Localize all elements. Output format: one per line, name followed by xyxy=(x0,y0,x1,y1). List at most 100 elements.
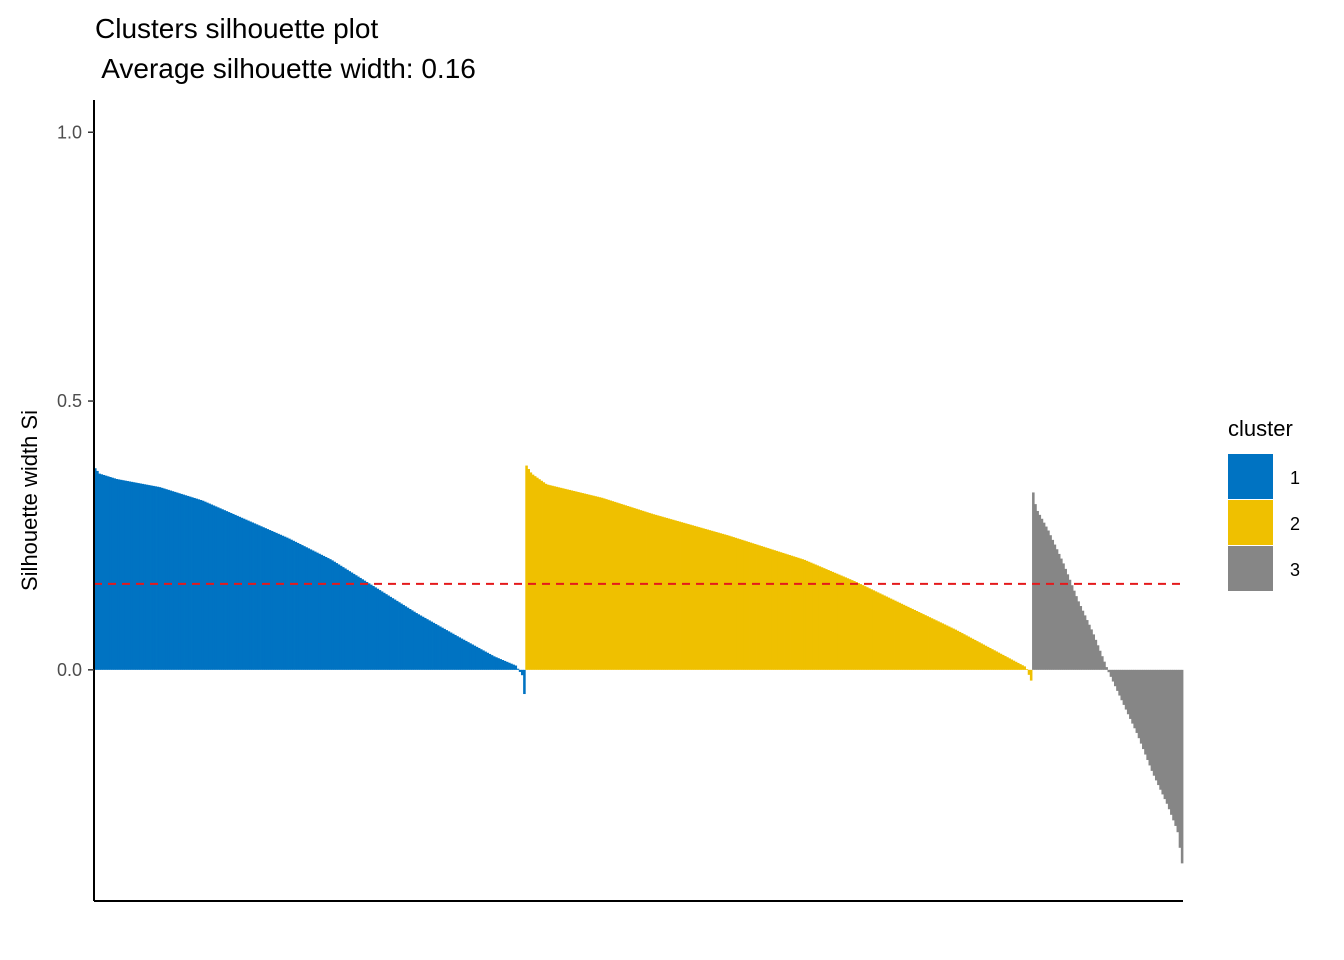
silhouette-bar-cluster-1 xyxy=(428,620,431,670)
silhouette-bar-cluster-2 xyxy=(827,570,830,670)
silhouette-bar-cluster-2 xyxy=(939,622,942,670)
silhouette-bar-cluster-2 xyxy=(570,490,574,670)
silhouette-bar-cluster-3 xyxy=(1044,526,1048,670)
silhouette-bar-cluster-3 xyxy=(1079,606,1083,670)
silhouette-bar-cluster-1 xyxy=(413,611,416,670)
silhouette-bar-cluster-3 xyxy=(1066,574,1070,670)
silhouette-bar-cluster-1 xyxy=(460,638,464,670)
silhouette-bar-cluster-1 xyxy=(104,475,108,670)
silhouette-bar-cluster-1 xyxy=(510,663,513,670)
silhouette-bar-cluster-2 xyxy=(984,645,988,670)
silhouette-bar-cluster-2 xyxy=(553,486,556,670)
silhouette-bar-cluster-1 xyxy=(221,509,224,670)
silhouette-bar-cluster-2 xyxy=(837,574,841,670)
silhouette-bar-cluster-2 xyxy=(693,525,697,670)
silhouette-bar-cluster-2 xyxy=(727,535,731,670)
silhouette-bar-cluster-2 xyxy=(840,575,843,670)
silhouette-bar-cluster-2 xyxy=(628,506,632,670)
silhouette-bar-cluster-2 xyxy=(695,526,699,670)
silhouette-bar-cluster-2 xyxy=(975,641,979,670)
silhouette-bar-cluster-2 xyxy=(639,510,643,670)
silhouette-bar-cluster-1 xyxy=(255,524,259,670)
silhouette-bar-cluster-1 xyxy=(367,583,371,670)
silhouette-bar-cluster-1 xyxy=(387,595,390,670)
silhouette-bar-cluster-2 xyxy=(932,619,936,670)
silhouette-bar-cluster-2 xyxy=(922,614,925,670)
silhouette-bar-cluster-1 xyxy=(122,480,125,670)
silhouette-bar-cluster-1 xyxy=(486,652,490,670)
silhouette-bar-cluster-1 xyxy=(432,622,436,670)
y-tick-label: 0.5 xyxy=(57,391,82,411)
silhouette-bar-cluster-1 xyxy=(186,495,190,670)
silhouette-bar-cluster-2 xyxy=(986,646,990,670)
silhouette-bar-cluster-1 xyxy=(454,634,457,670)
silhouette-bar-cluster-2 xyxy=(1006,657,1009,670)
silhouette-bar-cluster-2 xyxy=(831,571,835,670)
silhouette-bar-cluster-2 xyxy=(559,487,563,670)
silhouette-bar-cluster-3 xyxy=(1152,669,1156,776)
silhouette-bar-cluster-3 xyxy=(1085,620,1089,670)
silhouette-bar-cluster-3 xyxy=(1148,669,1152,766)
silhouette-bar-cluster-1 xyxy=(339,565,343,670)
silhouette-bar-cluster-1 xyxy=(456,636,459,670)
silhouette-bar-cluster-2 xyxy=(937,621,940,670)
silhouette-bar-cluster-2 xyxy=(721,533,725,670)
silhouette-bar-cluster-3 xyxy=(1103,661,1106,670)
silhouette-bar-cluster-1 xyxy=(337,564,341,670)
silhouette-bar-cluster-3 xyxy=(1053,544,1057,670)
silhouette-bar-cluster-2 xyxy=(1010,659,1014,670)
silhouette-bar-cluster-2 xyxy=(874,591,878,670)
silhouette-bar-cluster-1 xyxy=(341,567,345,670)
silhouette-bar-cluster-2 xyxy=(988,648,992,670)
chart-subtitle: Average silhouette width: 0.16 xyxy=(95,53,476,84)
silhouette-bar-cluster-1 xyxy=(94,468,97,670)
silhouette-bar-cluster-2 xyxy=(1012,660,1016,670)
silhouette-bar-cluster-2 xyxy=(771,549,774,670)
silhouette-bar-cluster-2 xyxy=(1001,654,1005,670)
silhouette-bar-cluster-2 xyxy=(551,485,554,670)
silhouette-bar-cluster-2 xyxy=(762,546,766,670)
silhouette-bar-cluster-1 xyxy=(257,525,261,670)
silhouette-bar-cluster-1 xyxy=(169,490,173,670)
silhouette-bar-cluster-1 xyxy=(288,538,291,670)
silhouette-bar-cluster-1 xyxy=(214,506,218,670)
silhouette-bar-cluster-1 xyxy=(143,484,147,670)
silhouette-bar-cluster-2 xyxy=(909,607,912,670)
silhouette-bar-cluster-1 xyxy=(109,477,112,670)
silhouette-bar-cluster-1 xyxy=(417,614,421,670)
silhouette-bar-cluster-1 xyxy=(152,485,155,670)
silhouette-bar-cluster-1 xyxy=(283,536,287,670)
silhouette-bar-cluster-3 xyxy=(1070,585,1074,670)
silhouette-bar-cluster-2 xyxy=(747,541,750,670)
silhouette-bar-cluster-3 xyxy=(1060,558,1063,670)
silhouette-bar-cluster-2 xyxy=(900,603,904,670)
silhouette-bar-cluster-2 xyxy=(730,536,733,670)
silhouette-bar-cluster-1 xyxy=(264,528,267,670)
silhouette-bar-cluster-1 xyxy=(124,480,127,670)
silhouette-bar-cluster-2 xyxy=(997,652,1001,670)
silhouette-bar-cluster-1 xyxy=(188,496,192,670)
silhouette-bar-cluster-3 xyxy=(1038,514,1042,670)
silhouette-bar-cluster-1 xyxy=(298,544,302,670)
silhouette-bar-cluster-2 xyxy=(684,523,688,670)
silhouette-bar-cluster-1 xyxy=(492,656,496,670)
silhouette-bar-cluster-2 xyxy=(697,527,701,670)
silhouette-bar-cluster-2 xyxy=(775,550,778,670)
silhouette-bar-cluster-1 xyxy=(206,502,209,670)
silhouette-bar-cluster-2 xyxy=(773,550,776,670)
silhouette-bar-cluster-2 xyxy=(967,636,970,670)
silhouette-bar-cluster-2 xyxy=(758,545,761,670)
silhouette-bar-cluster-2 xyxy=(859,584,863,670)
silhouette-bar-cluster-2 xyxy=(786,554,789,670)
silhouette-bar-cluster-2 xyxy=(680,522,684,670)
silhouette-bar-cluster-1 xyxy=(329,559,332,670)
silhouette-bar-cluster-1 xyxy=(178,493,181,670)
silhouette-bar-cluster-3 xyxy=(1092,634,1095,670)
silhouette-bar-cluster-1 xyxy=(98,473,101,670)
silhouette-bar-cluster-1 xyxy=(272,531,276,670)
silhouette-bar-cluster-2 xyxy=(525,465,528,670)
silhouette-bar-cluster-2 xyxy=(906,606,910,670)
silhouette-bar-cluster-1 xyxy=(294,541,298,670)
silhouette-bar-cluster-2 xyxy=(678,521,681,670)
silhouette-bar-cluster-2 xyxy=(868,588,871,670)
